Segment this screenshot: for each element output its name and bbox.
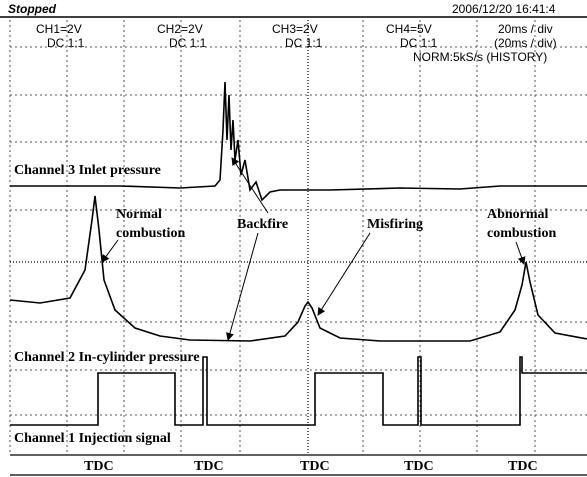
arrow <box>515 241 526 265</box>
label: Misfiring <box>367 217 423 232</box>
tdc-label: TDC <box>508 459 538 474</box>
label: Channel 2 In-cylinder pressure <box>14 350 200 365</box>
tdc-label: TDC <box>194 459 224 474</box>
channel-scale: CH3=2V <box>272 22 318 36</box>
label: Abnormal <box>487 207 549 222</box>
cylinder-pressure-trace <box>9 195 587 342</box>
channel-coupling: DC 1:1 <box>285 36 323 50</box>
arrow <box>226 232 259 341</box>
label: Channel 3 Inlet pressure <box>14 163 161 178</box>
channel-scale: CH2=2V <box>157 22 203 36</box>
timestamp: 2006/12/20 16:41:4 <box>452 2 556 16</box>
tdc-label: TDC <box>404 459 434 474</box>
tdc-label: TDC <box>84 459 114 474</box>
label: combustion <box>487 226 556 241</box>
tdc-label: TDC <box>300 459 330 474</box>
timebase-history: (20ms / div) <box>494 36 557 50</box>
label: combustion <box>116 226 185 241</box>
channel-coupling: DC 1:1 <box>400 36 438 50</box>
channel-coupling: DC 1:1 <box>169 36 207 50</box>
inlet-pressure-trace <box>10 81 587 202</box>
arrow <box>101 239 119 263</box>
arrow <box>317 232 371 316</box>
label: Backfire <box>237 217 288 232</box>
channel-scale: CH1=2V <box>36 22 82 36</box>
acquisition-mode: NORM:5kS/s (HISTORY) <box>413 50 547 64</box>
status: Stopped <box>8 2 57 16</box>
label: Normal <box>116 207 162 222</box>
label: Channel 1 Injection signal <box>14 431 171 446</box>
channel-scale: CH4=5V <box>386 22 432 36</box>
timebase: 20ms / div <box>498 22 553 36</box>
arrow <box>231 157 269 214</box>
injection-signal-trace <box>10 356 587 426</box>
channel-coupling: DC 1:1 <box>47 36 85 50</box>
